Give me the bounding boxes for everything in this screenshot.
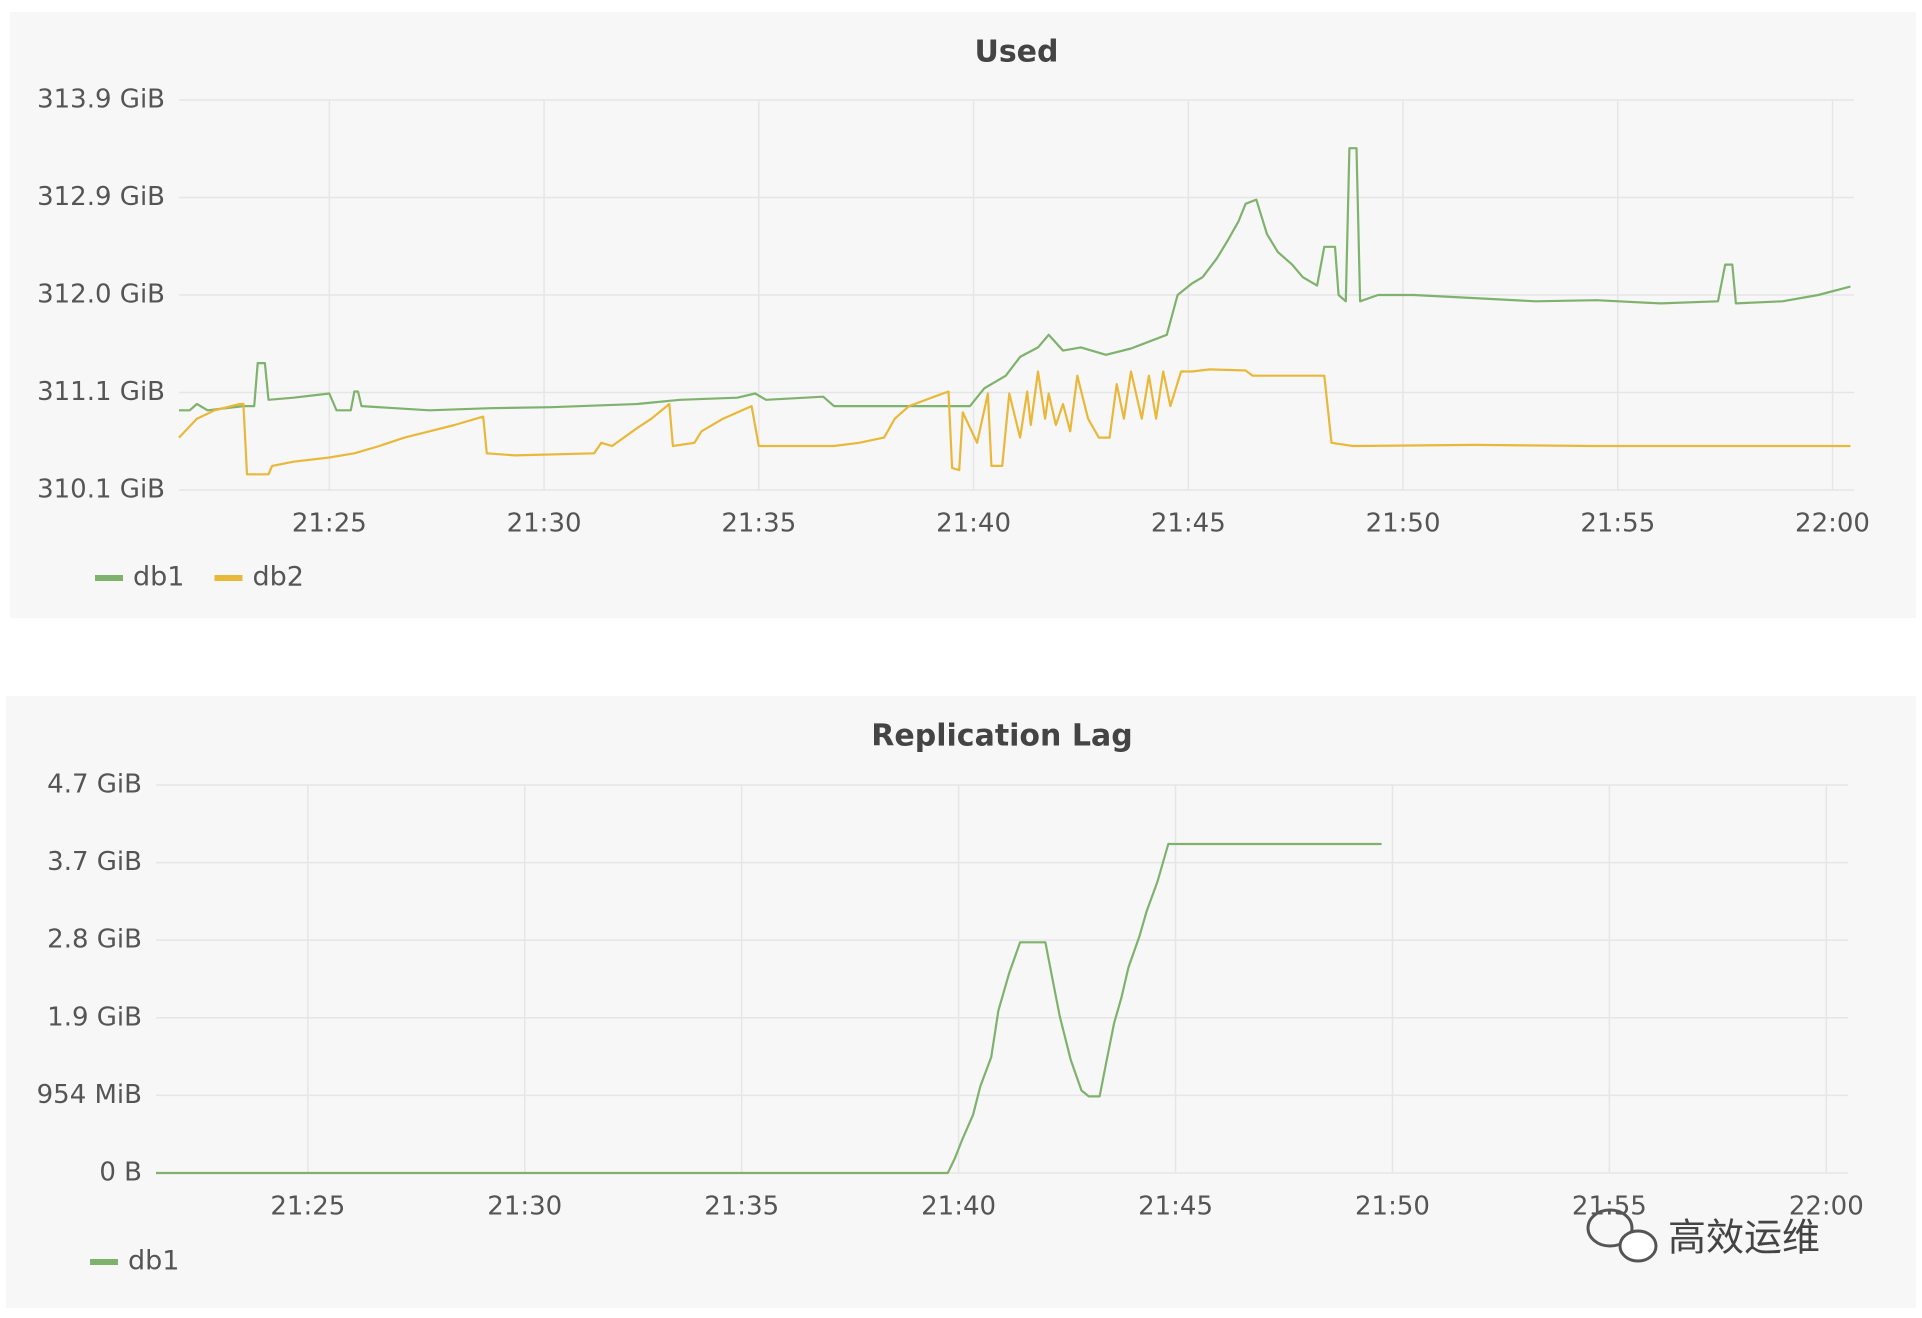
panel [10,12,1916,618]
x-tick-label: 21:25 [292,509,367,539]
watermark: 高效运维 [1668,1216,1820,1260]
x-tick-label: 21:35 [704,1192,779,1222]
y-tick-label: 3.7 GiB [47,847,142,877]
y-tick-label: 0 B [99,1158,142,1188]
y-tick-label: 310.1 GiB [37,475,165,505]
series-line [178,368,1851,476]
y-tick-label: 311.1 GiB [37,377,165,407]
series-line [156,842,1382,1175]
series-line [179,147,1851,412]
y-tick-label: 312.9 GiB [37,182,165,212]
panel [6,696,1916,1308]
x-tick-label: 22:00 [1789,1192,1864,1222]
x-tick-label: 21:45 [1151,509,1226,539]
x-tick-label: 21:55 [1572,1192,1647,1222]
legend-label: db1 [133,562,184,593]
x-tick-label: 21:25 [270,1192,345,1222]
x-tick-label: 21:55 [1580,509,1655,539]
chart-title: Used [974,35,1058,70]
y-tick-label: 4.7 GiB [47,770,142,800]
legend-label: db2 [252,562,303,593]
y-tick-label: 1.9 GiB [47,1002,142,1032]
x-tick-label: 21:45 [1138,1192,1213,1222]
y-tick-label: 954 MiB [37,1080,142,1110]
y-tick-label: 312.0 GiB [37,280,165,310]
x-tick-label: 21:50 [1366,509,1441,539]
watermark-icon [1586,1208,1658,1263]
x-tick-label: 21:30 [507,509,582,539]
y-tick-label: 2.8 GiB [47,925,142,955]
chart-title: Replication Lag [871,719,1132,754]
x-tick-label: 21:50 [1355,1192,1430,1222]
x-tick-label: 22:00 [1795,509,1870,539]
y-tick-label: 313.9 GiB [37,85,165,115]
x-tick-label: 21:40 [921,1192,996,1222]
x-tick-label: 21:30 [487,1192,562,1222]
x-tick-label: 21:35 [721,509,796,539]
legend-label: db1 [128,1246,179,1277]
x-tick-label: 21:40 [936,509,1011,539]
